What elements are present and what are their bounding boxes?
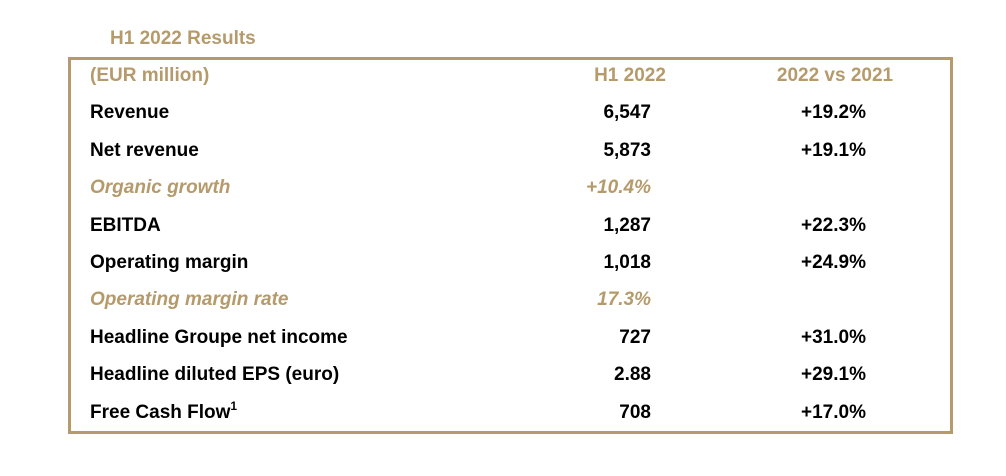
change-cell: +19.2% [801,102,866,124]
value-cell: 6,547 [603,102,651,124]
change-cell: +22.3% [801,214,866,236]
value-cell: 708 [619,401,651,423]
value-cell: +10.4% [586,177,651,199]
change-cell: +29.1% [801,364,866,386]
change-cell: +17.0% [801,401,866,423]
row-label: Headline diluted EPS (euro) [90,364,340,386]
value-cell: 2.88 [614,364,651,386]
change-cell: +19.1% [801,139,866,161]
column-header: 2022 vs 2021 [776,65,894,86]
value-cell: 5,873 [603,139,651,161]
footnote-mark: 1 [230,398,238,413]
column-header: H1 2022 [594,65,666,86]
value-cell: 727 [619,326,651,348]
change-cell: +31.0% [801,326,866,348]
row-label: Free Cash Flow1 [90,398,238,423]
table-frame [68,57,953,434]
column-header: (EUR million) [90,65,210,86]
row-label: Operating margin rate [90,289,289,311]
row-label: Organic growth [90,177,231,199]
title: H1 2022 Results [110,28,256,49]
row-label: Operating margin [90,252,249,273]
change-cell: +24.9% [801,252,866,273]
value-cell: 1,018 [603,252,651,273]
value-cell: 1,287 [603,214,651,236]
row-label: EBITDA [90,214,161,236]
row-label: Headline Groupe net income [90,326,348,348]
row-label: Revenue [90,102,170,124]
row-label: Net revenue [90,139,199,161]
value-cell: 17.3% [597,289,651,311]
